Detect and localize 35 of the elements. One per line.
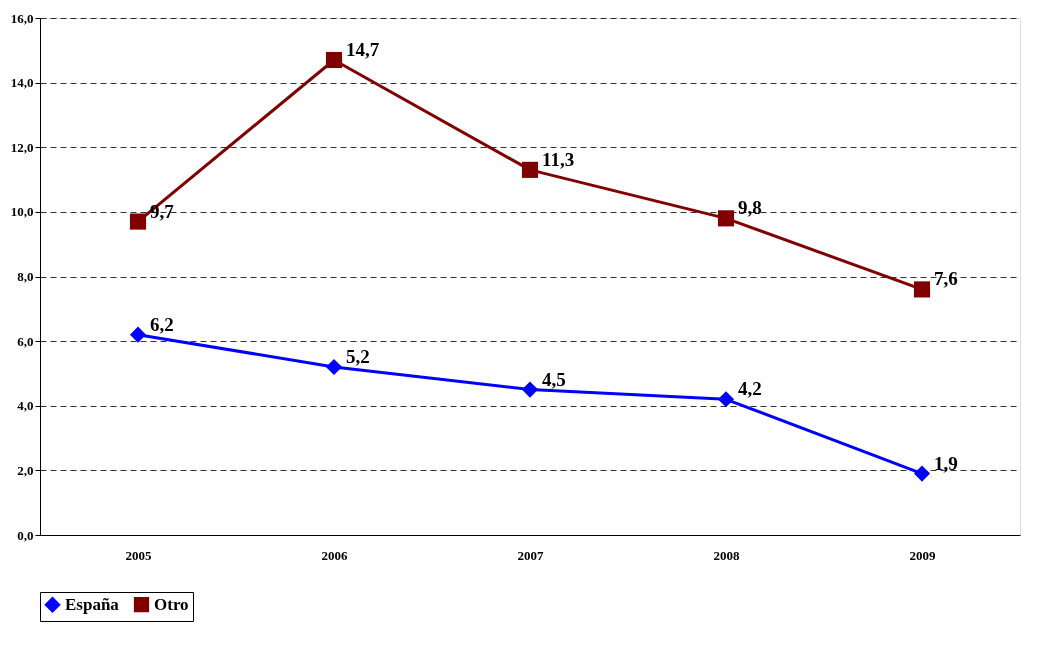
x-tick-label: 2008 xyxy=(713,547,740,563)
x-tick-label: 2005 xyxy=(125,547,152,563)
y-tick-label: 4,0 xyxy=(17,398,34,414)
data-label: 4,5 xyxy=(542,368,566,390)
data-label: 6,2 xyxy=(150,313,174,335)
legend-label: Otro xyxy=(154,594,189,614)
y-tick-label: 12,0 xyxy=(10,139,34,155)
point xyxy=(325,51,343,69)
y-tick-label: 8,0 xyxy=(17,269,34,284)
x-tick-label: 2009 xyxy=(909,547,936,563)
data-label: 1,9 xyxy=(934,452,958,474)
point xyxy=(129,213,147,230)
data-label: 14,7 xyxy=(346,39,380,61)
point xyxy=(325,358,343,376)
point xyxy=(717,391,735,408)
point xyxy=(129,326,147,343)
data-label: 7,6 xyxy=(934,268,958,290)
point xyxy=(913,465,931,482)
data-label: 5,2 xyxy=(346,345,370,367)
x-tick-label: 2006 xyxy=(321,547,348,563)
point xyxy=(913,281,931,298)
data-label: 4,2 xyxy=(738,378,762,400)
y-tick-label: 6,0 xyxy=(17,333,34,349)
point xyxy=(521,381,539,398)
y-tick-label: 2,0 xyxy=(17,462,34,478)
point xyxy=(521,161,539,178)
legend-label: España xyxy=(65,594,120,614)
y-tick-label: 16,0 xyxy=(10,10,34,26)
y-tick-label: 10,0 xyxy=(10,204,34,220)
y-tick-label: 14,0 xyxy=(10,75,34,91)
data-label: 9,8 xyxy=(738,197,762,219)
point xyxy=(717,210,735,227)
y-tick-label: 0,0 xyxy=(17,527,34,543)
data-label: 11,3 xyxy=(542,148,575,170)
x-tick-label: 2007 xyxy=(517,547,544,563)
